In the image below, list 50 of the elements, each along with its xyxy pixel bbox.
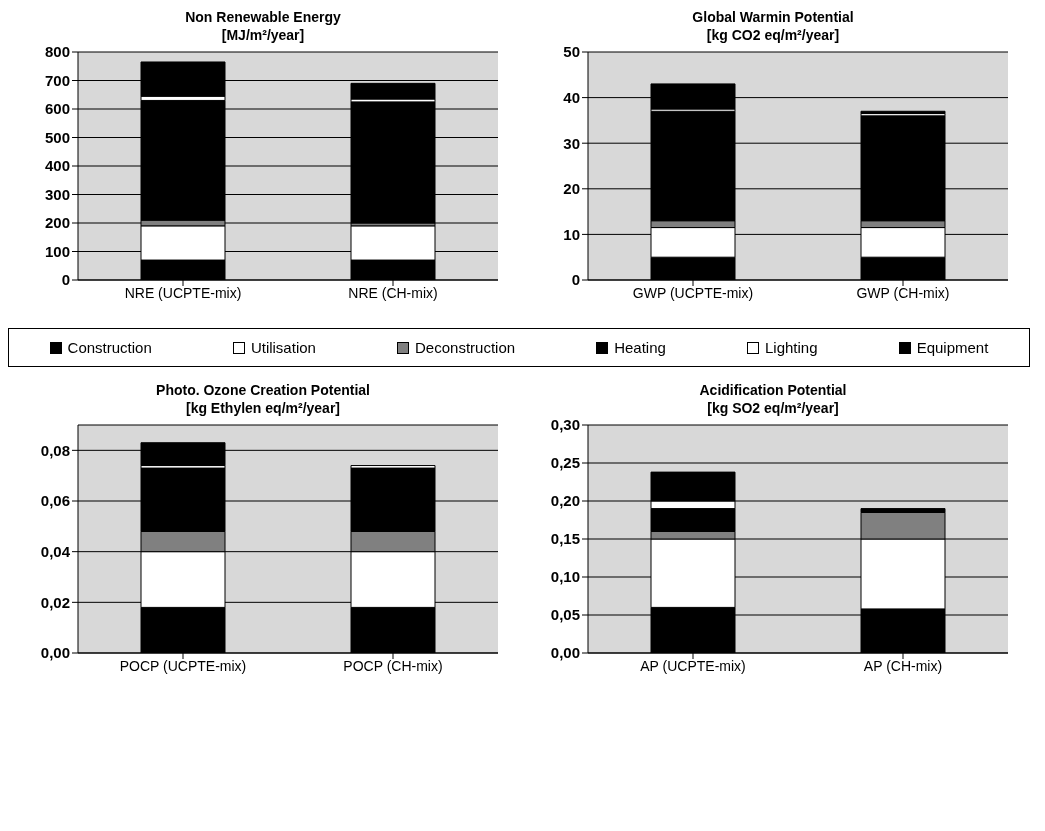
y-tick-label: 0,00 <box>40 644 70 662</box>
y-tick-label: 20 <box>563 180 580 198</box>
y-tick-label: 0,05 <box>550 606 580 624</box>
chart-title: Non Renewable Energy <box>184 8 342 26</box>
y-tick-label: 800 <box>44 43 70 61</box>
chart-subtitle: [kg SO2 eq/m²/year] <box>706 399 840 417</box>
bar <box>350 82 436 100</box>
x-tick-label: AP (CH-mix) <box>863 657 943 674</box>
chart-subtitle: [MJ/m²/year] <box>220 26 306 44</box>
y-tick-label: 0 <box>61 271 70 289</box>
y-tick-label: 0,00 <box>550 644 580 662</box>
y-tick-label: 50 <box>563 43 580 61</box>
y-tick-label: 0,08 <box>40 441 70 459</box>
y-tick-label: 200 <box>44 214 70 232</box>
y-tick-label: 500 <box>44 128 70 146</box>
x-tick-label: NRE (CH-mix) <box>348 284 438 301</box>
y-tick-label: 0,15 <box>550 530 580 548</box>
y-tick-label: 0,06 <box>40 492 70 510</box>
x-tick-label: AP (UCPTE-mix) <box>640 657 746 674</box>
y-tick-label: 0,10 <box>550 568 580 586</box>
chart-title: Photo. Ozone Creation Potential <box>155 381 371 399</box>
legend-label: Lighting <box>765 339 818 356</box>
y-tick-label: 10 <box>563 225 580 243</box>
chart-title: Acidification Potential <box>698 381 848 399</box>
y-tick-label: 400 <box>44 157 70 175</box>
chart-subtitle: [kg CO2 eq/m²/year] <box>705 26 841 44</box>
y-tick-label: 0,04 <box>40 542 71 560</box>
y-tick-label: 30 <box>563 134 580 152</box>
y-tick-label: 700 <box>44 71 70 89</box>
x-tick-label: NRE (UCPTE-mix) <box>124 284 242 301</box>
x-tick-label: GWP (CH-mix) <box>856 284 950 301</box>
y-tick-label: 0,30 <box>550 416 580 434</box>
x-tick-label: POCP (UCPTE-mix) <box>119 657 247 674</box>
legend-label: Deconstruction <box>415 339 516 356</box>
legend-label: Utilisation <box>250 339 316 356</box>
legend-label: Heating <box>614 339 666 356</box>
x-tick-label: POCP (CH-mix) <box>343 657 443 674</box>
y-tick-label: 0,20 <box>550 492 580 510</box>
y-tick-label: 40 <box>563 88 580 106</box>
chart-title: Global Warmin Potential <box>691 8 855 26</box>
legend-label: Construction <box>67 339 152 356</box>
y-tick-label: 0 <box>571 271 580 289</box>
y-tick-label: 0,25 <box>550 454 580 472</box>
chart-subtitle: [kg Ethylen eq/m²/year] <box>184 399 341 417</box>
y-tick-label: 100 <box>44 242 70 260</box>
y-tick-label: 600 <box>44 100 70 118</box>
y-tick-label: 0,02 <box>40 593 70 611</box>
legend-label: Equipment <box>916 339 989 356</box>
y-tick-label: 300 <box>44 185 70 203</box>
x-tick-label: GWP (UCPTE-mix) <box>632 284 754 301</box>
